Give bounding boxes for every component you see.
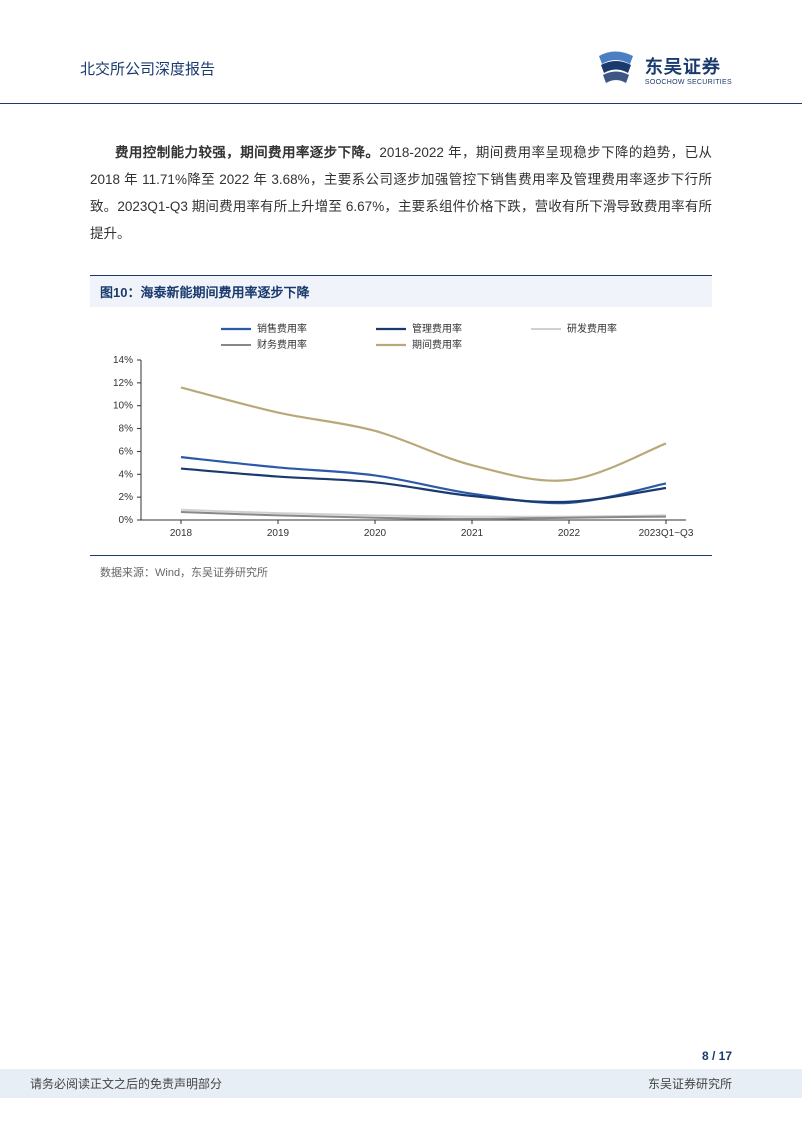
expense-rate-chart: 销售费用率 管理费用率 研发费用率财务费用率 期间费用率 0% 2% 4% 6% 8% 10% 12…: [100, 315, 702, 545]
svg-text:12%: 12%: [113, 378, 133, 389]
svg-text:期间费用率: 期间费用率: [412, 338, 462, 351]
report-type: 北交所公司深度报告: [80, 50, 215, 79]
svg-text:2021: 2021: [461, 528, 484, 539]
logo-english: SOOCHOW SECURITIES: [645, 79, 732, 86]
figure-source: 数据来源：Wind，东吴证券研究所: [90, 556, 712, 585]
svg-text:4%: 4%: [119, 469, 134, 480]
figure-10: 图10：海泰新能期间费用率逐步下降 销售费用率 管理费用率 研发费用率财务费用率 期间…: [90, 275, 712, 585]
chart-wrapper: 销售费用率 管理费用率 研发费用率财务费用率 期间费用率 0% 2% 4% 6% 8% 10% 12…: [90, 307, 712, 556]
page-separator: /: [709, 1049, 719, 1063]
figure-title: 图10：海泰新能期间费用率逐步下降: [90, 275, 712, 307]
svg-text:6%: 6%: [119, 446, 134, 457]
svg-text:8%: 8%: [119, 424, 134, 435]
page-total: 17: [719, 1049, 732, 1063]
footer-disclaimer: 请务必阅读正文之后的免责声明部分: [30, 1075, 222, 1092]
svg-text:管理费用率: 管理费用率: [412, 322, 462, 335]
footer-institute: 东吴证券研究所: [648, 1075, 732, 1092]
svg-text:0%: 0%: [119, 515, 134, 526]
company-logo: 东吴证券 SOOCHOW SECURITIES: [595, 50, 732, 88]
svg-text:2018: 2018: [170, 528, 193, 539]
svg-text:2023Q1~Q3: 2023Q1~Q3: [639, 528, 694, 539]
svg-text:14%: 14%: [113, 355, 133, 366]
svg-text:2022: 2022: [558, 528, 581, 539]
svg-text:财务费用率: 财务费用率: [257, 338, 307, 351]
svg-text:销售费用率: 销售费用率: [257, 322, 307, 335]
svg-text:研发费用率: 研发费用率: [567, 322, 617, 335]
svg-text:2%: 2%: [119, 492, 134, 503]
footer-bar: 请务必阅读正文之后的免责声明部分 东吴证券研究所: [0, 1069, 802, 1098]
logo-chinese: 东吴证券: [645, 53, 732, 79]
svg-text:2019: 2019: [267, 528, 290, 539]
page-container: 北交所公司深度报告 东吴证券 SOOCHOW SECURITIES 费用控制能力…: [0, 0, 802, 1133]
page-number: 8 / 17: [702, 1049, 732, 1063]
logo-text-block: 东吴证券 SOOCHOW SECURITIES: [645, 53, 732, 86]
page-header: 北交所公司深度报告 东吴证券 SOOCHOW SECURITIES: [0, 0, 802, 104]
svg-text:2020: 2020: [364, 528, 387, 539]
body-content: 费用控制能力较强，期间费用率逐步下降。2018-2022 年，期间费用率呈现稳步…: [0, 104, 802, 605]
paragraph-1: 费用控制能力较强，期间费用率逐步下降。2018-2022 年，期间费用率呈现稳步…: [90, 139, 712, 247]
page-current: 8: [702, 1049, 709, 1063]
logo-icon: [595, 50, 637, 88]
svg-text:10%: 10%: [113, 401, 133, 412]
paragraph-bold-lead: 费用控制能力较强，期间费用率逐步下降。: [115, 145, 379, 160]
